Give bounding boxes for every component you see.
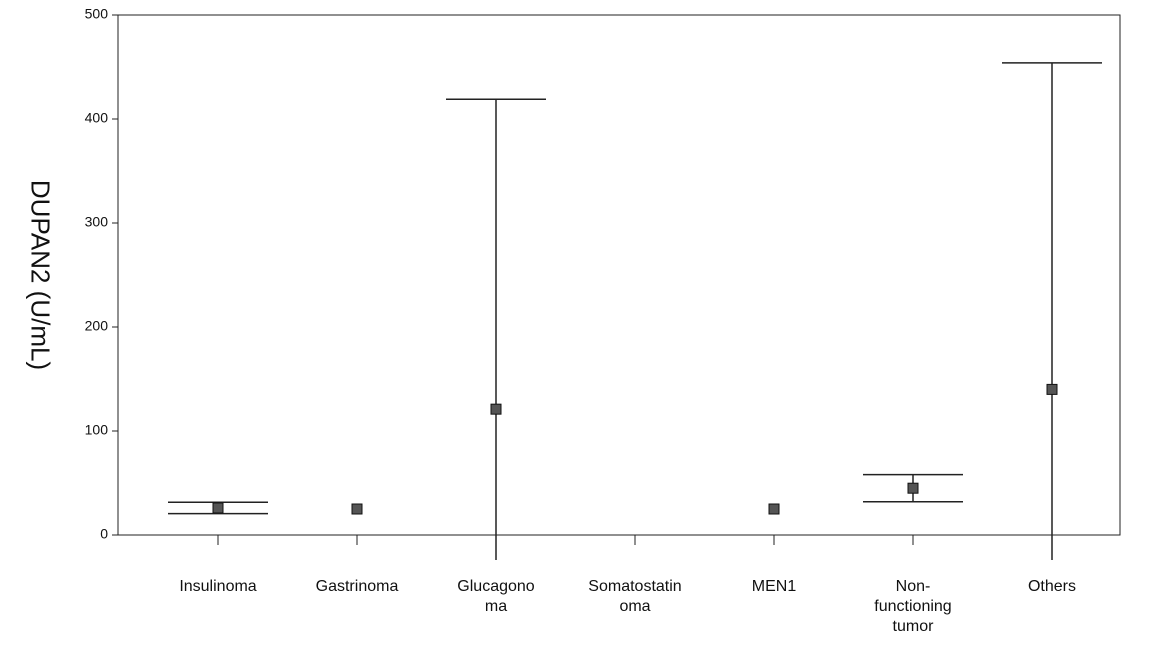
x-tick-label: MEN1: [751, 578, 797, 595]
x-tick-label: Gastrinoma: [315, 578, 399, 595]
mean-point: [907, 482, 919, 494]
y-axis-label: DUPAN2 (U/mL): [25, 179, 56, 371]
mean-point: [768, 503, 780, 515]
mean-point: [212, 502, 224, 514]
y-tick-label: 100: [85, 422, 109, 438]
plot-frame: [117, 14, 1121, 536]
mean-point: [1046, 383, 1058, 395]
mean-point: [351, 503, 363, 515]
y-tick-label: 500: [85, 6, 109, 22]
mean-point: [490, 403, 502, 415]
x-tick-label: Insulinoma: [179, 578, 257, 595]
x-tick-label: Glucagono ma: [457, 578, 535, 615]
x-tick-label: Others: [1027, 578, 1076, 595]
x-tick-label: Non- functioning tumor: [874, 578, 952, 635]
x-tick-label: Somatostatin oma: [588, 578, 682, 615]
y-tick-label: 0: [100, 526, 108, 542]
y-tick-label: 400: [85, 110, 109, 126]
y-tick-label: 300: [85, 214, 109, 230]
y-tick-label: 200: [85, 318, 109, 334]
